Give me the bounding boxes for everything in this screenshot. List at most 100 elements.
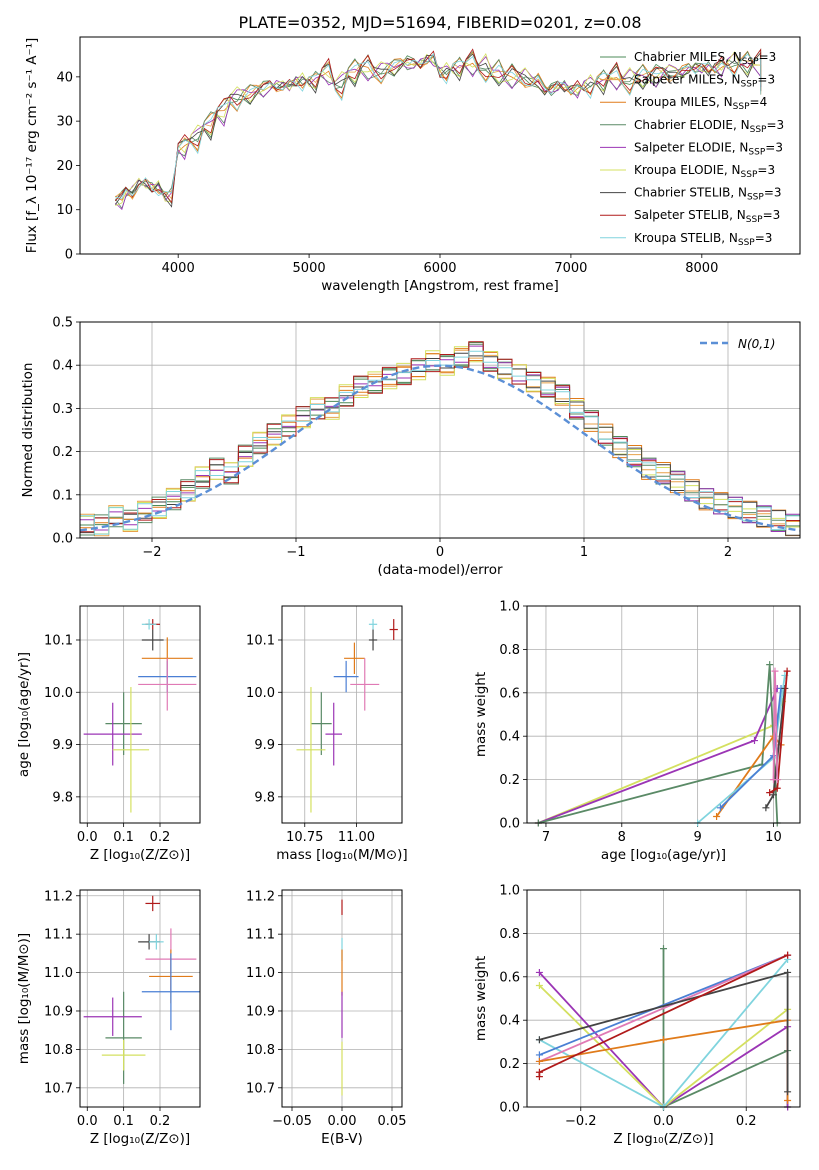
x-tick-label: −1 [286, 545, 305, 560]
spectrum-panel: 4000 5000 6000 7000 8000 0 10 20 30 40 wavelength … [24, 36, 801, 294]
weight-point-marker [784, 968, 792, 976]
weight-point-marker [716, 804, 724, 812]
y-tick-label: 9.9 [52, 738, 73, 753]
y-tick-label: 10.7 [44, 1081, 73, 1096]
x-tick-label: 0.05 [378, 1114, 407, 1129]
x-tick-label: 4000 [162, 261, 195, 276]
y-tick-label: 40 [56, 70, 73, 85]
y-tick-label: 10.7 [246, 1081, 275, 1096]
x-axis-label: Z [log₁₀(Z/Z⊙)] [90, 1131, 190, 1147]
plot-frame [79, 321, 801, 539]
y-tick-label: 10 [56, 203, 73, 218]
weight-point-marker [766, 661, 774, 669]
weight-point-marker [769, 791, 777, 799]
y-tick-label: 1.0 [499, 600, 520, 615]
y-tick-label: 0.6 [499, 686, 520, 701]
weight-point-marker [783, 667, 791, 675]
spectrum-line [115, 48, 762, 204]
x-axis-label: Z [log₁₀(Z/Z⊙)] [613, 1131, 713, 1147]
y-tick-label: 10.0 [44, 686, 73, 701]
x-tick-label: 0.0 [77, 1114, 98, 1129]
y-tick-label: 0.3 [52, 402, 73, 417]
plot-frame [281, 605, 403, 824]
y-tick-label: 0 [65, 248, 73, 263]
legend-entry: Kroupa MILES, NSSP=4 [634, 95, 767, 112]
weight-point-marker [535, 1051, 543, 1059]
x-tick-label: 8000 [685, 261, 718, 276]
x-tick-label: 0.1 [113, 1114, 134, 1129]
y-tick-label: 0.2 [52, 445, 73, 460]
y-tick-label: 0.4 [52, 359, 73, 374]
weight-series-line [539, 954, 788, 1063]
age-weight-panel: 7 8 9 10 0.0 0.2 0.4 0.6 0.8 1.0 age [log₁₀(age/yr… [473, 600, 801, 863]
y-axis-label: mass weight [473, 956, 489, 1041]
spectrum-line [115, 50, 762, 206]
weight-point-marker [660, 945, 667, 953]
weight-series-line [538, 701, 784, 824]
x-tick-label: 0.2 [736, 1114, 757, 1129]
x-tick-label: 2 [724, 545, 732, 560]
y-tick-label: 0.2 [499, 1057, 520, 1072]
legend-entry: Salpeter STELIB, NSSP=3 [634, 208, 780, 225]
x-tick-label: 8 [618, 830, 626, 845]
y-tick-label: 11.2 [246, 889, 275, 904]
z-age-panel: 0.0 0.1 0.2 9.8 9.9 10.0 10.1 Z [log₁₀(Z/Z⊙)] ag… [16, 605, 201, 863]
plot-frame [281, 889, 403, 1108]
z-weight-panel: −0.2 0.0 0.2 0.0 0.2 0.4 0.6 0.8 1.0 Z [log₁₀(Z/Z… [473, 884, 801, 1147]
ebv-mass-panel: −0.05 0.00 0.05 10.7 10.8 10.9 11.0 11.1 11.2 E(B… [246, 889, 406, 1147]
x-tick-label: 5000 [293, 261, 326, 276]
y-tick-label: 0.1 [52, 488, 73, 503]
residuals-panel: −2 −1 0 1 2 0.0 0.1 0.2 0.3 0.4 0.5 (data-model)/er… [20, 316, 801, 578]
legend-entry: Kroupa STELIB, NSSP=3 [634, 231, 772, 248]
x-tick-label: −0.2 [565, 1114, 597, 1129]
weight-point-marker [535, 1068, 543, 1076]
y-tick-label: 11.0 [44, 966, 73, 981]
weight-series-line [539, 954, 788, 1056]
weight-point-marker [773, 784, 781, 792]
weight-point-marker [784, 1088, 792, 1096]
y-tick-label: 10.9 [44, 1004, 73, 1019]
weight-point-marker [660, 1036, 667, 1044]
x-tick-label: 9 [693, 830, 701, 845]
weight-series-line [538, 664, 779, 824]
weight-series-line [538, 688, 779, 824]
y-tick-label: 10.8 [44, 1043, 73, 1058]
legend-entry: Chabrier STELIB, NSSP=3 [634, 186, 782, 203]
z-mass-panel: 0.0 0.1 0.2 10.7 10.8 10.9 11.0 11.1 11.2 Z [log₁… [16, 889, 201, 1147]
weight-point-marker [766, 789, 774, 797]
y-tick-label: 10.9 [246, 1004, 275, 1019]
plot-frame [526, 889, 801, 1108]
x-axis-label: E(B-V) [321, 1131, 363, 1147]
y-tick-label: 1.0 [499, 884, 520, 899]
y-tick-label: 30 [56, 115, 73, 130]
weight-point-marker [535, 1036, 543, 1044]
x-axis-label: (data-model)/error [377, 562, 503, 578]
y-tick-label: 9.8 [52, 790, 73, 805]
y-tick-label: 9.9 [254, 738, 275, 753]
x-tick-label: 1 [580, 545, 588, 560]
y-tick-label: 10.8 [246, 1043, 275, 1058]
x-tick-label: 7000 [554, 261, 587, 276]
plot-frame [79, 36, 801, 255]
x-tick-label: 7 [542, 830, 550, 845]
legend-entry: Salpeter MILES, NSSP=3 [634, 73, 775, 90]
mass-age-panel: 10.75 11.00 9.8 9.9 10.0 10.1 mass [log₁₀(M/M⊙… [246, 605, 408, 863]
weight-series-line [715, 734, 782, 818]
y-tick-label: 9.8 [254, 790, 275, 805]
x-tick-label: 0.2 [150, 830, 171, 845]
y-tick-label: 0.2 [499, 773, 520, 788]
y-tick-label: 10.1 [246, 633, 275, 648]
spectrum-line [115, 52, 762, 211]
y-tick-label: 0.5 [52, 316, 73, 331]
spectrum-line [115, 52, 762, 199]
weight-point-marker [773, 776, 781, 784]
y-tick-label: 11.1 [246, 928, 275, 943]
y-tick-label: 11.0 [246, 966, 275, 981]
weight-point-marker [713, 812, 721, 820]
y-tick-label: 11.2 [44, 889, 73, 904]
x-tick-label: 0.0 [77, 830, 98, 845]
y-axis-label: Normed distribution [20, 363, 36, 498]
y-tick-label: 11.1 [44, 928, 73, 943]
y-tick-label: 10.0 [246, 686, 275, 701]
